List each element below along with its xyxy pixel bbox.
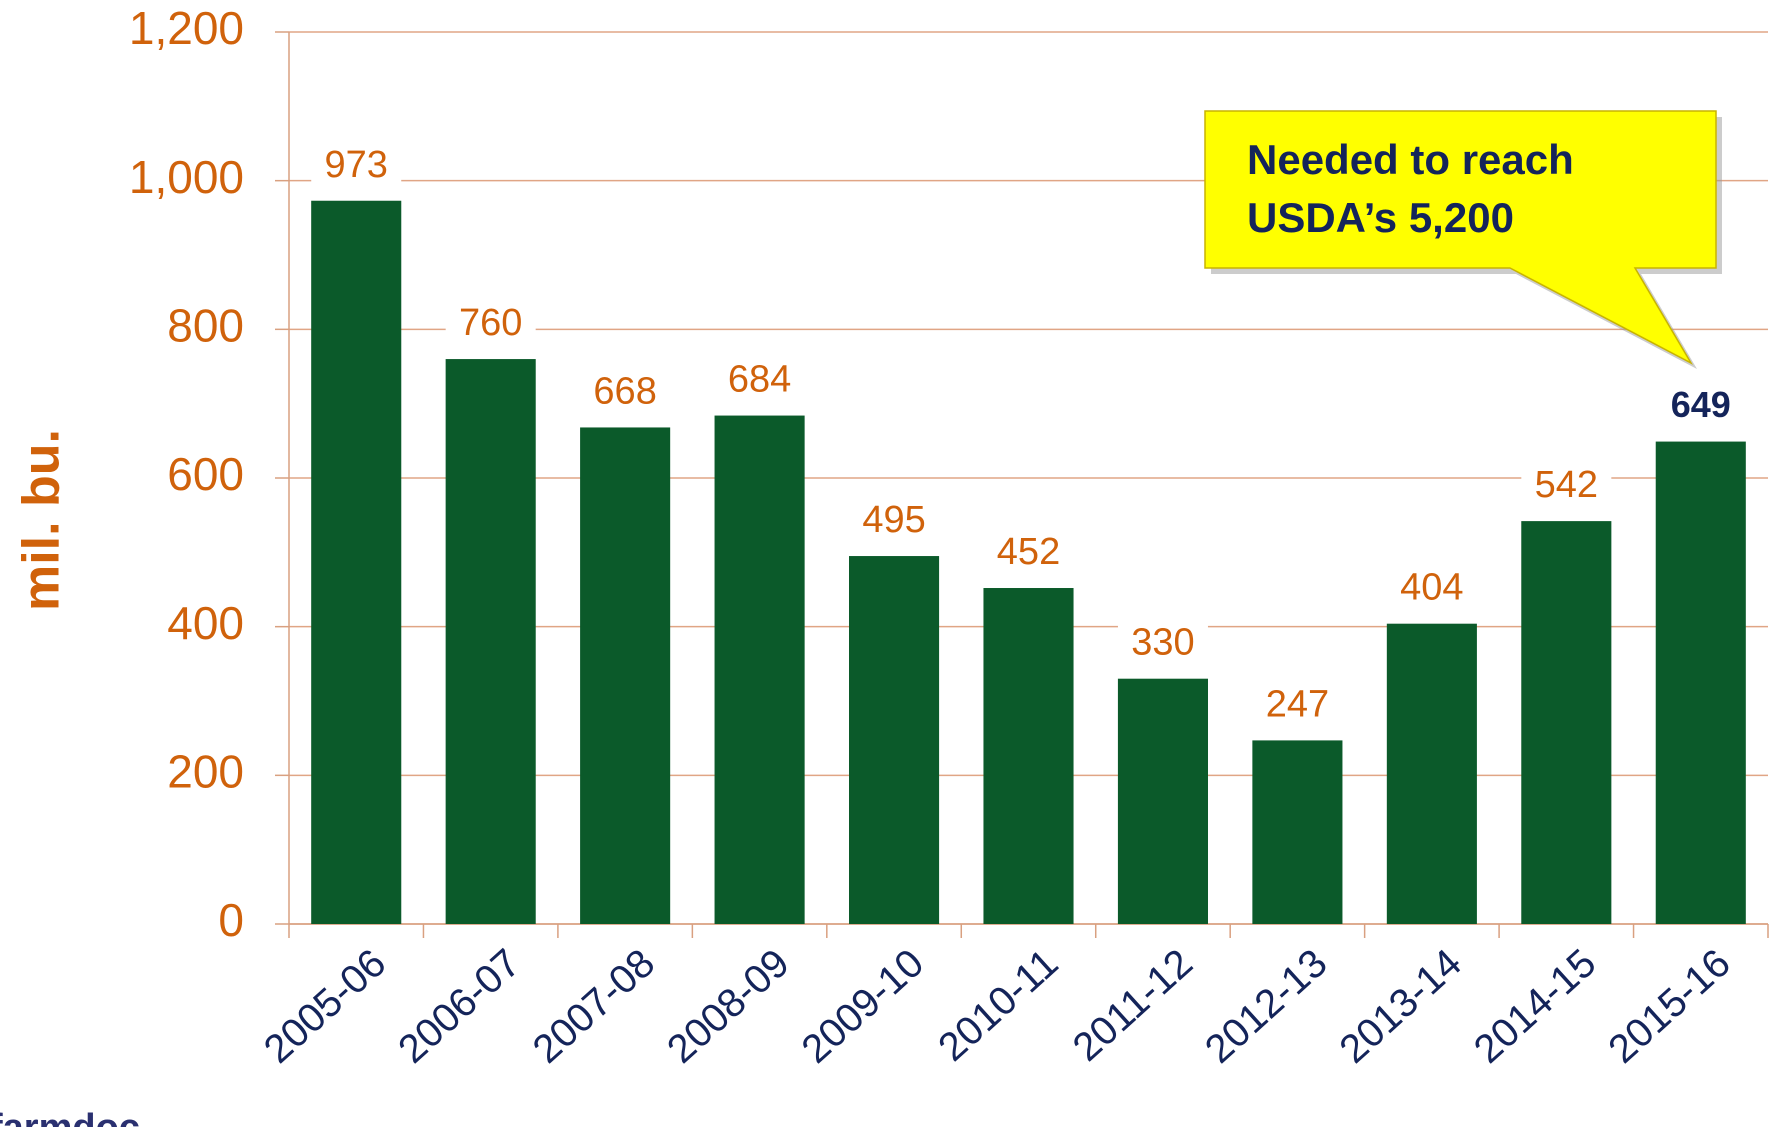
y-tick-label: 400: [167, 597, 244, 649]
bar: [1521, 521, 1612, 924]
value-label: 973: [325, 144, 388, 186]
x-tick-label: 2014-15: [1466, 941, 1605, 1072]
annotation: Needed to reach: [1247, 136, 1574, 183]
y-tick-label: 600: [167, 448, 244, 500]
value-label-bg: [1521, 465, 1612, 510]
y-tick-label: 0: [218, 894, 244, 946]
bar: [1117, 678, 1208, 924]
x-tick-label: 2010-11: [930, 941, 1066, 1070]
x-tick-label: 2005-06: [256, 941, 395, 1072]
value-label-bg: [445, 303, 536, 348]
annotation: USDA’s 5,200: [1247, 194, 1514, 241]
bar: [1655, 441, 1746, 924]
x-tick-label: 2007-08: [525, 941, 664, 1072]
y-tick-label: 800: [167, 299, 244, 351]
x-tick-label: 2009-10: [794, 941, 933, 1072]
value-label: 330: [1131, 622, 1194, 664]
x-tick-label: 2006-07: [390, 941, 529, 1072]
bar: [1252, 740, 1343, 924]
value-label-bg: [1386, 567, 1477, 612]
value-label: 247: [1266, 683, 1329, 725]
value-label-bg: [849, 500, 940, 545]
value-label-bg: [1117, 622, 1208, 667]
value-label-bg: [311, 144, 402, 189]
bar: [714, 415, 805, 924]
bar: [849, 556, 940, 924]
value-label-bg: [580, 371, 671, 416]
value-label: 542: [1535, 464, 1598, 506]
x-tick-label: 2012-13: [1197, 941, 1336, 1072]
value-label-bg: [1252, 684, 1343, 729]
x-tick-label: 2011-12: [1065, 941, 1201, 1070]
y-tick-label: 200: [167, 745, 244, 797]
y-tick-label: 1,000: [129, 151, 244, 203]
x-tick-label: 2015-16: [1600, 941, 1739, 1072]
value-label-bg: [714, 359, 805, 404]
x-tick-label: 2013-14: [1331, 941, 1470, 1072]
callout: [1204, 110, 1717, 365]
value-label: 404: [1400, 567, 1463, 609]
bar: [580, 427, 671, 924]
value-label: 684: [728, 359, 791, 401]
value-label: 452: [997, 531, 1060, 573]
value-label: 649: [1671, 384, 1731, 425]
bar: [311, 200, 402, 924]
bar: [1386, 623, 1477, 924]
value-label-bg: [983, 532, 1074, 577]
bar: [445, 359, 536, 925]
y-axis-label: mil. bu.: [13, 429, 71, 611]
value-label: 668: [593, 370, 656, 412]
x-tick-label: 2008-09: [659, 941, 798, 1072]
logo: farmdoc: [0, 1107, 140, 1127]
value-label: 495: [862, 499, 925, 541]
y-tick-label: 1,200: [129, 2, 244, 54]
value-label: 760: [459, 302, 522, 344]
bar: [983, 588, 1074, 924]
